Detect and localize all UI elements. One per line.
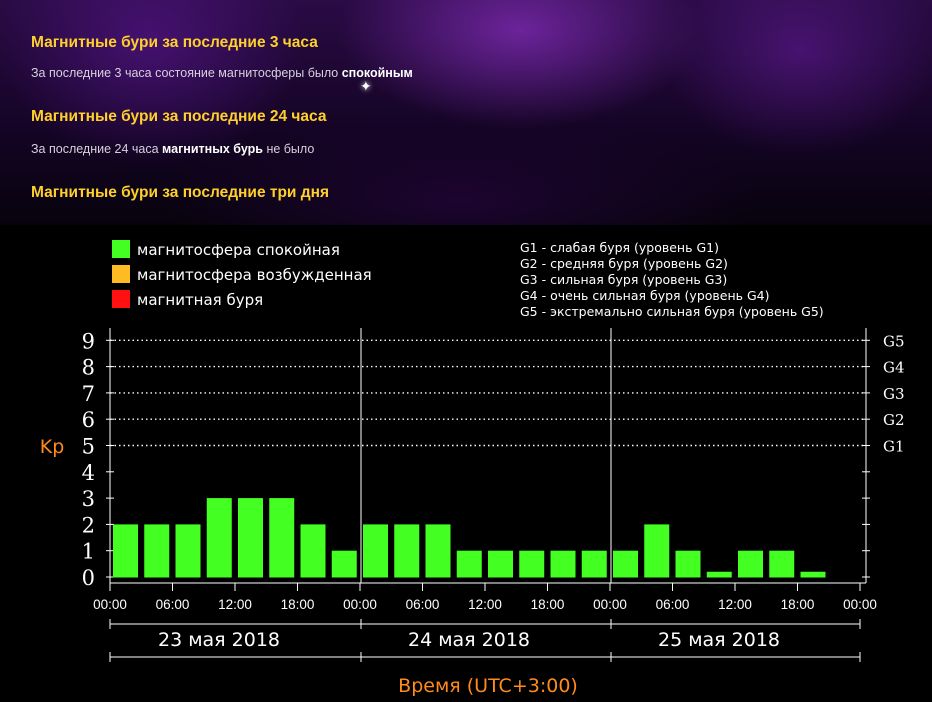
- legend-label-excited: магнитосфера возбужденная: [137, 266, 372, 284]
- grid-lines: G1 G2 G3 G4 G5: [110, 332, 905, 456]
- day-label-2: 24 мая 2018: [408, 629, 530, 651]
- x-tick-label: 00:00: [93, 597, 127, 612]
- kp-bar: [581, 550, 607, 578]
- kp-bar: [738, 550, 763, 578]
- kp-index-chart: магнитосфера спокойная магнитосфера возб…: [0, 225, 932, 702]
- g-legend-g4: G4 - очень сильная буря (уровень G4): [520, 288, 770, 303]
- kp-bar: [800, 571, 826, 578]
- grid-label-g5: G5: [883, 332, 905, 350]
- space-background: [0, 0, 932, 225]
- section-title-24h: Магнитные бури за последние 24 часа: [31, 108, 327, 125]
- grid-label-g3: G3: [883, 385, 905, 403]
- legend-swatch-calm: [112, 240, 130, 258]
- section-text-24h: За последние 24 часа магнитных бурь не б…: [31, 142, 315, 156]
- kp-bar: [269, 498, 295, 578]
- grid-label-g4: G4: [883, 359, 905, 377]
- g-legend-g2: G2 - средняя буря (уровень G2): [520, 256, 728, 271]
- legend-label-storm: магнитная буря: [137, 291, 263, 309]
- y-tick-label: 4: [82, 461, 95, 485]
- kp-bar: [613, 550, 638, 578]
- day-label-1: 23 мая 2018: [158, 629, 280, 651]
- kp-bar: [300, 524, 326, 578]
- kp-bar: [488, 550, 513, 578]
- x-tick-label: 00:00: [843, 597, 877, 612]
- section-title-3h: Магнитные бури за последние 3 часа: [31, 34, 318, 51]
- status-no-storms: магнитных бурь: [162, 142, 263, 156]
- star-sparkle-icon: ✦: [360, 78, 372, 94]
- x-tick-label: 06:00: [656, 597, 690, 612]
- kp-bar: [675, 550, 701, 578]
- y-tick-label: 8: [82, 356, 95, 380]
- y-axis-label: Kp: [40, 436, 65, 458]
- legend-swatch-storm: [112, 290, 130, 308]
- y-tick-label: 7: [82, 382, 95, 406]
- y-tick-label: 3: [82, 487, 95, 511]
- kp-bar: [206, 498, 232, 578]
- kp-bar: [394, 524, 420, 578]
- day-bracket-ticks: [109, 619, 861, 662]
- y-tick-label: 2: [82, 513, 95, 537]
- g-legend-g1: G1 - слабая буря (уровень G1): [520, 240, 719, 255]
- g-legend-g3: G3 - сильная буря (уровень G3): [520, 272, 727, 287]
- x-axis-label: Время (UTC+3:00): [398, 675, 578, 697]
- kp-bar: [456, 550, 482, 578]
- kp-bar: [550, 550, 576, 578]
- x-tick-label: 00:00: [343, 597, 377, 612]
- kp-bar: [706, 571, 732, 578]
- status-calm: спокойным: [341, 66, 413, 80]
- x-tick-label: 18:00: [781, 597, 815, 612]
- x-tick-label: 06:00: [406, 597, 440, 612]
- x-tick-label: 18:00: [531, 597, 565, 612]
- kp-bar: [363, 524, 388, 578]
- y-tick-label: 0: [82, 566, 95, 590]
- section-text-3h: За последние 3 часа состояние магнитосфе…: [31, 66, 413, 80]
- y-tick-label: 5: [82, 435, 95, 459]
- grid-label-g2: G2: [883, 411, 905, 429]
- x-tick-label: 12:00: [718, 597, 752, 612]
- x-tick-labels: 00:00 06:00 12:00 18:00 00:00 06:00 12:00 18:00…: [93, 583, 877, 612]
- kp-bar: [144, 524, 170, 578]
- kp-bar: [769, 550, 795, 578]
- section-title-3days: Магнитные бури за последние три дня: [31, 184, 330, 201]
- kp-bar: [519, 550, 545, 578]
- x-tick-label: 12:00: [218, 597, 252, 612]
- kp-bar: [175, 524, 201, 578]
- bars: [113, 498, 826, 578]
- y-tick-label: 1: [82, 540, 95, 564]
- x-tick-label: 06:00: [156, 597, 190, 612]
- y-tick-label: 9: [82, 329, 95, 353]
- day-label-3: 25 мая 2018: [658, 629, 780, 651]
- g-legend-g5: G5 - экстремально сильная буря (уровень …: [520, 304, 824, 319]
- kp-bar: [238, 498, 263, 578]
- y-tick-label: 6: [82, 408, 95, 432]
- x-tick-label: 00:00: [593, 597, 627, 612]
- kp-bar: [331, 550, 357, 578]
- grid-label-g1: G1: [883, 438, 905, 456]
- chart-background: [0, 225, 932, 702]
- legend-swatch-excited: [112, 265, 130, 283]
- legend-label-calm: магнитосфера спокойная: [137, 241, 340, 259]
- kp-bar: [113, 524, 138, 578]
- x-tick-label: 18:00: [281, 597, 315, 612]
- x-tick-label: 12:00: [468, 597, 502, 612]
- kp-bar: [425, 524, 451, 578]
- kp-bar: [644, 524, 670, 578]
